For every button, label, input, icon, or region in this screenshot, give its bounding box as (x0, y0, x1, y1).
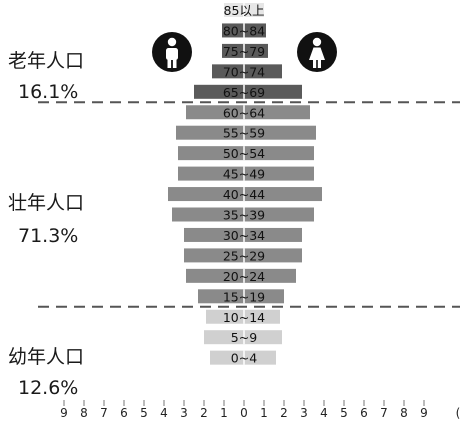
x-tick-label-17: 8 (400, 406, 408, 420)
youth-group-label: 幼年人口 (8, 346, 85, 368)
bar-male-5 (186, 105, 244, 120)
age-label-0: 85以上 (224, 3, 265, 18)
bar-female-13 (244, 268, 296, 283)
bar-female-12 (244, 248, 302, 263)
bar-male-14 (198, 289, 244, 304)
bar-female-2 (244, 43, 268, 58)
x-tick-label-2: 7 (100, 406, 108, 420)
bar-male-2 (222, 43, 244, 58)
x-tick-label-1: 8 (80, 406, 88, 420)
bar-female-15 (244, 309, 280, 324)
bar-male-10 (172, 207, 244, 222)
age-label-14: 15~19 (223, 289, 265, 304)
x-tick-label-15: 6 (360, 406, 368, 420)
male-person-icon (152, 32, 192, 72)
bar-female-16 (244, 330, 282, 345)
bar-male-13 (186, 268, 244, 283)
bar-female-7 (244, 146, 314, 161)
x-tick-label-18: 9 (420, 406, 428, 420)
bar-female-8 (244, 166, 314, 181)
x-tick-label-6: 3 (180, 406, 188, 420)
bar-female-6 (244, 125, 316, 140)
x-tick-label-12: 3 (300, 406, 308, 420)
bar-female-5 (244, 105, 310, 120)
age-label-6: 55~59 (223, 126, 265, 141)
x-tick-label-0: 9 (60, 406, 68, 420)
bar-male-9 (168, 187, 244, 202)
working-age-group-label: 壮年人口 (8, 192, 85, 214)
age-label-1: 80~84 (223, 23, 265, 38)
bar-male-15 (206, 309, 244, 324)
age-label-9: 40~44 (223, 187, 265, 202)
age-label-12: 25~29 (223, 248, 265, 263)
bar-male-4 (194, 84, 244, 99)
bar-male-6 (176, 125, 244, 140)
elderly-group-label: 老年人口 (8, 50, 85, 72)
bar-male-8 (178, 166, 244, 181)
bar-male-12 (184, 248, 244, 263)
bar-female-9 (244, 187, 322, 202)
x-tick-label-16: 7 (380, 406, 388, 420)
age-label-10: 35~39 (223, 208, 265, 223)
age-label-7: 50~54 (223, 146, 265, 161)
female-person-icon (297, 32, 337, 72)
x-tick-label-8: 1 (220, 406, 228, 420)
divider-layer (38, 101, 460, 308)
bar-male-17 (210, 350, 244, 365)
age-label-3: 70~74 (223, 64, 265, 79)
bar-female-3 (244, 64, 282, 79)
bar-female-14 (244, 289, 284, 304)
bar-male-16 (204, 330, 244, 345)
age-label-11: 30~34 (223, 228, 265, 243)
x-tick-label-7: 2 (200, 406, 208, 420)
bar-female-10 (244, 207, 314, 222)
x-unit-glyph: ( (456, 406, 461, 420)
age-label-15: 10~14 (223, 310, 265, 325)
bar-male-7 (178, 146, 244, 161)
elderly-group-percent: 16.1% (18, 81, 79, 103)
bar-male-0 (224, 3, 244, 17)
bar-female-1 (244, 23, 266, 38)
bar-female-11 (244, 227, 302, 242)
working-age-group-percent: 71.3% (18, 225, 79, 247)
bar-male-1 (222, 23, 244, 38)
age-label-2: 75~79 (223, 44, 265, 59)
youth-group-percent: 12.6% (18, 377, 79, 399)
bar-male-3 (212, 64, 244, 79)
age-label-13: 20~24 (223, 269, 265, 284)
age-label-8: 45~49 (223, 167, 265, 182)
x-tick-label-5: 4 (160, 406, 168, 420)
bar-female-4 (244, 84, 302, 99)
bar-male-11 (184, 227, 244, 242)
x-tick-label-13: 4 (320, 406, 328, 420)
x-tick-label-4: 5 (140, 406, 148, 420)
age-label-5: 60~64 (223, 105, 265, 120)
age-labels-layer: 85以上 80~84 75~79 70~74 65~69 60~64 55~59 50~54 4… (223, 3, 265, 366)
bars-layer (168, 3, 322, 365)
x-tick-label-9: 0 (240, 406, 248, 420)
x-tick-label-10: 1 (260, 406, 268, 420)
icons-layer (152, 32, 337, 72)
bar-female-0 (244, 3, 264, 17)
bar-female-17 (244, 350, 276, 365)
x-axis-ticks: 9 8 7 6 5 4 3 2 1 0 1 2 3 4 5 6 7 8 9( (60, 400, 460, 420)
x-tick-label-11: 2 (280, 406, 288, 420)
age-label-16: 5~9 (231, 330, 257, 345)
x-tick-label-14: 5 (340, 406, 348, 420)
age-label-17: 0~4 (231, 351, 257, 366)
age-label-4: 65~69 (223, 85, 265, 100)
x-tick-label-3: 6 (120, 406, 128, 420)
